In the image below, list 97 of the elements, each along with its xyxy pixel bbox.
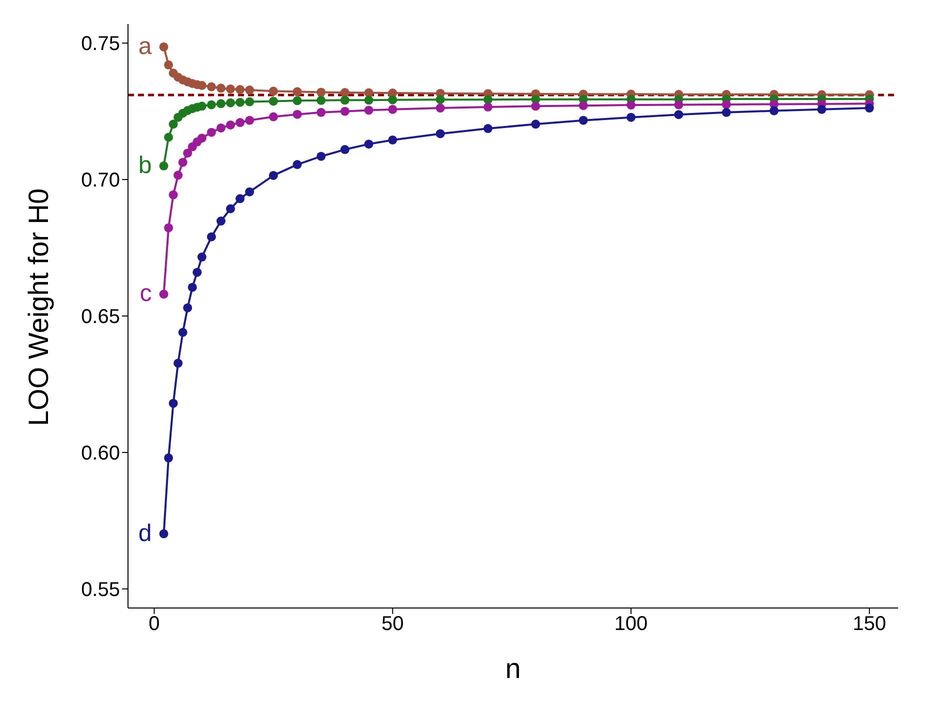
point: [578, 101, 588, 110]
point: [436, 129, 445, 138]
point: [164, 453, 174, 462]
point: [206, 128, 216, 137]
point: [197, 252, 206, 262]
point: [168, 120, 178, 129]
point: [197, 134, 206, 143]
point: [168, 398, 178, 408]
y-tick-label: 0.75: [81, 33, 120, 56]
point: [316, 88, 326, 97]
point: [674, 100, 684, 110]
point: [364, 106, 374, 115]
point: [626, 100, 636, 110]
point: [206, 82, 216, 92]
point: [340, 145, 350, 154]
point: [183, 303, 192, 312]
point: [436, 104, 445, 113]
point: [174, 358, 183, 368]
point: [268, 96, 278, 106]
point: [183, 148, 192, 158]
point: [817, 104, 826, 114]
point: [216, 84, 226, 93]
point: [388, 135, 398, 144]
point: [626, 112, 636, 122]
point: [864, 104, 874, 113]
point: [340, 88, 350, 97]
point: [226, 98, 236, 108]
y-axis-title: LOO Weight for H0: [22, 188, 54, 426]
point: [245, 116, 254, 125]
point: [178, 328, 188, 337]
point: [364, 140, 374, 149]
point: [316, 108, 326, 117]
point: [206, 232, 216, 242]
point: [216, 99, 226, 108]
point: [292, 87, 302, 96]
point: [292, 96, 302, 106]
point: [159, 161, 168, 170]
series-label: b: [138, 152, 152, 179]
point: [770, 106, 779, 116]
point: [388, 95, 398, 104]
point: [268, 86, 278, 96]
series-label: d: [138, 520, 152, 547]
point: [245, 187, 254, 196]
point: [236, 118, 245, 128]
y-tick-label: 0.60: [81, 442, 120, 465]
x-tick-label: 50: [381, 613, 404, 636]
point: [164, 132, 174, 142]
point: [316, 152, 326, 161]
point: [159, 529, 168, 538]
point: [206, 100, 216, 110]
point: [216, 123, 226, 132]
y-tick-label: 0.55: [81, 578, 120, 601]
point: [316, 96, 326, 105]
point: [226, 84, 236, 94]
point: [292, 160, 302, 170]
point: [722, 100, 731, 110]
point: [722, 108, 731, 117]
point: [388, 104, 398, 114]
series-label: a: [138, 32, 152, 60]
point: [174, 170, 183, 180]
x-tick-label: 100: [614, 613, 648, 636]
x-tick-label: 150: [852, 613, 886, 636]
point: [364, 96, 374, 105]
point: [164, 60, 174, 70]
point: [340, 106, 350, 116]
point: [192, 268, 202, 277]
point: [340, 96, 350, 105]
point: [188, 282, 197, 292]
point: [674, 110, 684, 120]
x-axis-title: n: [505, 653, 521, 684]
point: [164, 223, 174, 232]
point: [236, 98, 245, 107]
y-tick-label: 0.65: [81, 306, 120, 328]
point: [531, 102, 540, 111]
point: [531, 120, 540, 129]
point: [436, 95, 445, 104]
point: [226, 204, 236, 214]
point: [236, 194, 245, 204]
point: [236, 84, 245, 94]
point: [578, 116, 588, 125]
point: [159, 290, 168, 299]
point: [483, 124, 492, 134]
x-tick-label: 0: [148, 613, 160, 636]
point: [168, 190, 178, 200]
point: [483, 102, 492, 112]
point: [245, 86, 254, 95]
point: [226, 120, 236, 130]
point: [245, 97, 254, 106]
series-label: c: [140, 280, 152, 308]
point: [483, 95, 492, 104]
point: [159, 42, 168, 52]
point: [178, 158, 188, 167]
point: [268, 112, 278, 122]
point: [292, 110, 302, 119]
point: [268, 170, 278, 180]
point: [216, 216, 226, 226]
y-tick-label: 0.70: [81, 170, 120, 192]
